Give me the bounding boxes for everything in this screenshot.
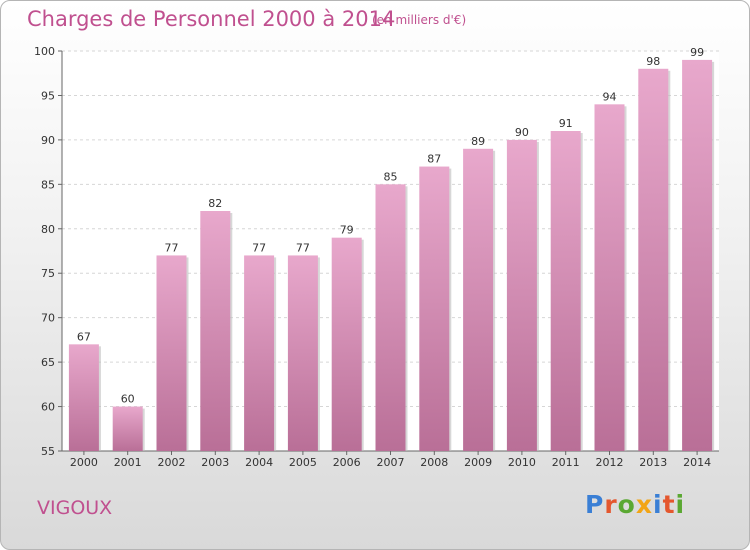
x-tick-label: 2008 [420,456,448,469]
x-tick-label: 2014 [683,456,711,469]
x-tick-label: 2007 [377,456,405,469]
bar [112,406,143,451]
x-tick-label: 2002 [158,456,186,469]
bar-value-label: 82 [208,197,222,210]
bar-value-label: 90 [515,126,529,139]
y-tick-label: 80 [41,223,55,236]
bar [287,255,318,451]
bar-value-label: 85 [384,170,398,183]
x-tick-label: 2009 [464,456,492,469]
bar [331,237,362,451]
logo-letter: t [662,490,676,519]
bar-value-label: 87 [427,153,441,166]
chart-title: Charges de Personnel 2000 à 2014 [27,7,396,31]
bar [594,104,625,451]
bar [68,344,99,451]
bar [156,255,187,451]
bar [463,148,494,451]
y-tick-label: 100 [34,45,55,58]
logo-letter: i [653,490,663,519]
logo-letter: P [585,490,605,519]
x-tick-label: 2010 [508,456,536,469]
bar-value-label: 94 [603,90,617,103]
bar-value-label: 89 [471,135,485,148]
x-tick-label: 2006 [333,456,361,469]
y-tick-label: 70 [41,312,55,325]
bar-value-label: 91 [559,117,573,130]
x-tick-label: 2004 [245,456,273,469]
y-tick-label: 85 [41,178,55,191]
chart-subtitle: (en milliers d'€) [372,13,467,27]
logo-letter: i [675,490,686,519]
x-tick-label: 2003 [201,456,229,469]
y-tick-label: 60 [41,401,55,414]
bar-value-label: 77 [296,241,310,254]
x-tick-label: 2012 [596,456,624,469]
bar-value-label: 77 [165,241,179,254]
bar-value-label: 60 [121,393,135,406]
logo-letter: o [617,490,636,519]
logo-letter: r [604,490,618,519]
bar [200,211,231,451]
bar [682,59,713,452]
bar [419,166,450,452]
proxiti-logo: Proxiti [585,490,685,519]
bar [550,131,581,451]
bar [375,184,406,452]
bar-value-label: 77 [252,241,266,254]
x-tick-label: 2011 [552,456,580,469]
commune-name: VIGOUX [37,497,113,519]
bar [244,255,275,451]
bar-value-label: 79 [340,224,354,237]
bar-value-label: 99 [690,46,704,59]
x-tick-label: 2001 [114,456,142,469]
bar [506,139,537,451]
y-tick-label: 65 [41,356,55,369]
y-tick-label: 95 [41,89,55,102]
bar [638,68,669,452]
y-tick-label: 55 [41,445,55,458]
x-tick-label: 2005 [289,456,317,469]
logo-letter: x [635,490,653,519]
y-tick-label: 90 [41,134,55,147]
bar-value-label: 98 [646,55,660,68]
x-tick-label: 2013 [639,456,667,469]
y-tick-label: 75 [41,267,55,280]
bar-value-label: 67 [77,330,91,343]
x-tick-label: 2000 [70,456,98,469]
